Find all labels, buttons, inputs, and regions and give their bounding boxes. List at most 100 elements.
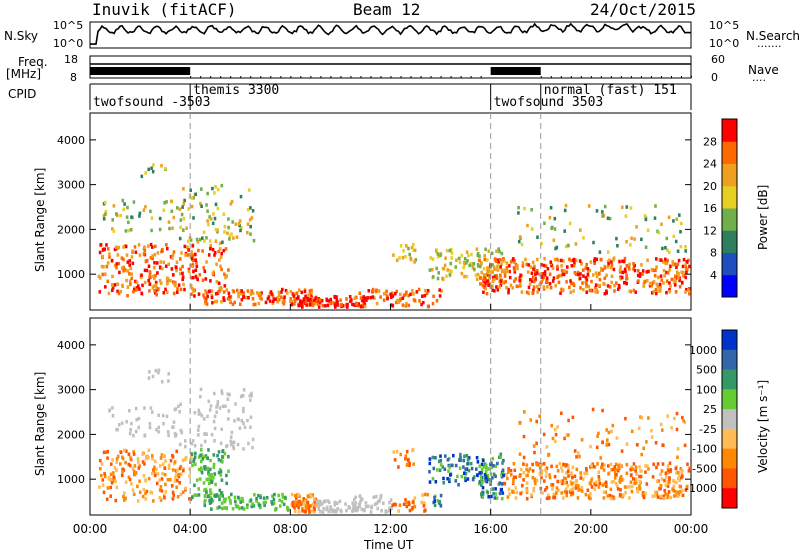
- power-panel-cell: [623, 267, 627, 272]
- velocity-panel-cell: [205, 490, 208, 494]
- power-panel-cell: [154, 280, 158, 285]
- velocity-panel-cell: [166, 478, 170, 482]
- power-panel-cell: [229, 300, 232, 305]
- power-panel-cell: [426, 304, 430, 309]
- velocity-panel-cell: [646, 464, 649, 468]
- velocity-panel-cell: [589, 496, 592, 501]
- power-panel-cell: [128, 259, 132, 263]
- velocity-panel-cell: [603, 463, 606, 467]
- power-panel-cell: [675, 265, 678, 270]
- power-panel-cell: [121, 266, 124, 271]
- power-panel-cell: [277, 293, 281, 298]
- velocity-panel-cell: [484, 475, 488, 479]
- velocity-panel-cell: [614, 467, 617, 472]
- velocity-panel-cell: [672, 479, 676, 484]
- velocity-panel-cell: [530, 493, 533, 497]
- power-panel-cell: [482, 273, 486, 277]
- power-panel-cell: [123, 202, 126, 206]
- power-panel-cell: [574, 258, 578, 262]
- power-panel-cell: [684, 263, 687, 267]
- power-panel-cell: [463, 257, 467, 261]
- velocity-panel-cell: [217, 458, 221, 462]
- power-colorbar-segment: [722, 141, 737, 164]
- power-panel-cell: [605, 289, 608, 293]
- velocity-panel-cell: [176, 495, 180, 499]
- velocity-panel-cell: [487, 477, 491, 482]
- velocity-panel-cell: [422, 501, 426, 505]
- power-panel-cell: [307, 293, 310, 297]
- velocity-panel-cell: [682, 419, 685, 423]
- power-panel-cell: [115, 265, 118, 270]
- power-panel-cell: [336, 303, 339, 307]
- power-panel-cell: [684, 275, 688, 280]
- velocity-panel-cell: [675, 411, 679, 416]
- power-panel-cell: [401, 296, 405, 300]
- velocity-panel-cell: [265, 496, 269, 500]
- power-panel-cell: [117, 261, 120, 266]
- velocity-panel-cell: [625, 442, 629, 446]
- power-panel-cell: [585, 290, 588, 294]
- velocity-panel-cell: [174, 476, 177, 480]
- velocity-panel-cell: [520, 490, 524, 495]
- velocity-panel-cell: [127, 462, 131, 467]
- velocity-panel-cell: [201, 457, 204, 461]
- power-panel-cell: [179, 272, 182, 276]
- nsky-tick-top: 10^5: [53, 19, 84, 32]
- velocity-panel-cell: [303, 509, 307, 514]
- velocity-panel-cell: [200, 468, 203, 473]
- power-panel-cell: [542, 275, 545, 280]
- power-panel-cell: [557, 280, 561, 285]
- power-panel-cell: [446, 268, 449, 272]
- nave-dot: [550, 76, 552, 78]
- x-tick-label: 12:00: [373, 522, 408, 536]
- power-panel-cell: [574, 242, 578, 246]
- power-panel-cell: [580, 261, 583, 265]
- velocity-panel-cell: [137, 416, 141, 421]
- velocity-panel-cell: [525, 467, 528, 472]
- power-panel-cell: [601, 214, 604, 218]
- velocity-panel-cell: [442, 476, 445, 481]
- power-panel-cell: [503, 259, 506, 263]
- power-panel-cell: [135, 288, 138, 292]
- power-panel-cell: [592, 273, 595, 277]
- velocity-panel-cell: [250, 504, 254, 509]
- velocity-panel-cell: [104, 474, 107, 479]
- velocity-panel-cell: [605, 443, 608, 447]
- velocity-panel-cell: [675, 427, 679, 432]
- velocity-panel-cell: [616, 484, 619, 488]
- velocity-panel-cell: [560, 411, 563, 415]
- velocity-panel-cell: [236, 442, 240, 447]
- velocity-panel-cell: [189, 457, 192, 462]
- velocity-panel-cell: [638, 484, 641, 488]
- velocity-panel-cell: [421, 493, 424, 497]
- power-colorbar-tick: 28: [703, 135, 717, 148]
- velocity-panel-cell: [405, 463, 409, 467]
- power-panel-cell: [169, 278, 172, 283]
- velocity-panel-cell: [164, 482, 167, 487]
- velocity-panel-cell: [647, 467, 650, 471]
- velocity-panel-cell: [500, 482, 504, 486]
- power-panel-cell: [359, 296, 363, 300]
- power-panel-cell: [582, 236, 585, 240]
- power-panel-cell: [248, 218, 252, 222]
- power-panel-cell: [106, 247, 110, 251]
- power-panel-cell: [132, 289, 135, 294]
- power-panel-cell: [431, 257, 435, 261]
- power-panel-cell: [677, 258, 681, 263]
- power-panel-cell: [404, 293, 407, 297]
- velocity-panel-cell: [662, 494, 666, 498]
- velocity-panel-cell: [479, 474, 483, 478]
- power-panel-cell: [466, 259, 469, 263]
- power-panel-cell: [681, 264, 685, 269]
- power-panel-cell: [608, 285, 612, 289]
- power-panel-cell: [600, 266, 603, 271]
- power-panel-cell: [229, 202, 233, 206]
- velocity-panel-cell: [625, 485, 629, 489]
- power-panel-cell: [220, 287, 223, 292]
- power-panel-cell: [437, 271, 440, 275]
- velocity-panel-cell: [589, 444, 592, 449]
- velocity-panel-cell: [545, 466, 549, 470]
- nsearch-label: N.Search: [746, 29, 800, 43]
- velocity-panel-cell: [580, 485, 584, 490]
- nave-dot: [470, 76, 472, 78]
